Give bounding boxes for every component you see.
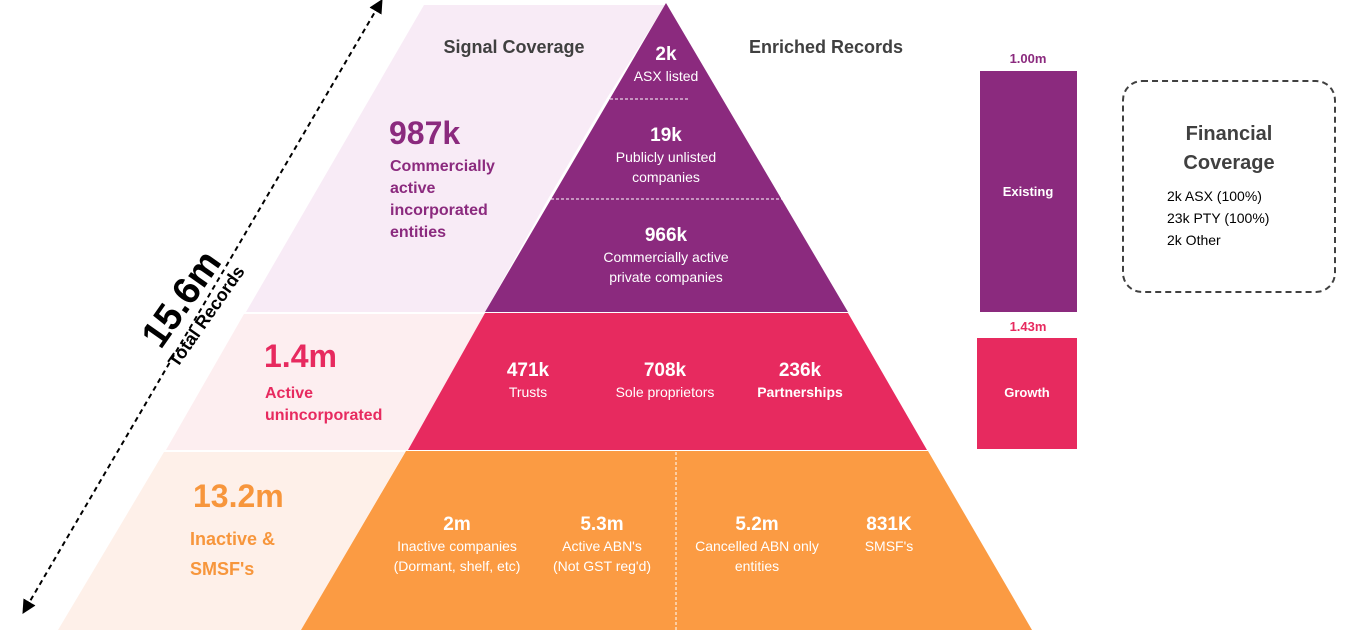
segment-active-abns: 5.3m Active ABN's (Not GST reg'd)	[552, 514, 652, 574]
inactive-total: 13.2m	[193, 478, 284, 514]
unincorporated-total: 1.4m	[264, 338, 337, 374]
tier-unincorporated	[408, 313, 927, 450]
header-signal-coverage: Signal Coverage	[443, 37, 585, 57]
tier-inactive	[301, 451, 1032, 630]
financial-coverage-title: Financial Coverage	[1183, 123, 1275, 174]
growth-bar-value: 1.43m	[1009, 319, 1047, 334]
segment-partnerships: 236k Partnerships	[757, 360, 843, 400]
financial-coverage-list: 2k ASX (100%) 23k PTY (100%) 2k Other	[1167, 185, 1269, 251]
segment-cancelled-abn: 5.2m Cancelled ABN only entities	[695, 514, 819, 574]
financial-coverage-item: 23k PTY (100%)	[1167, 210, 1270, 226]
segment-smsfs: 831K SMSF's	[864, 514, 914, 554]
growth-bar	[977, 338, 1077, 449]
existing-bar	[980, 71, 1077, 312]
segment-inactive-companies: 2m Inactive companies (Dormant, shelf, e…	[393, 514, 521, 574]
financial-coverage-box: Financial Coverage 2k ASX (100%) 23k PTY…	[1122, 80, 1336, 293]
financial-coverage-item: 2k ASX (100%)	[1167, 188, 1262, 204]
inactive-label: Inactive & SMSF's	[190, 529, 276, 579]
tier-incorporated	[485, 3, 848, 312]
segment-private-companies: 966k Commercially active private compani…	[603, 225, 729, 285]
segment-sole-proprietors: 708k Sole proprietors	[615, 360, 715, 400]
existing-bar-label: Existing	[1002, 184, 1054, 199]
growth-bar-label: Growth	[1004, 385, 1050, 400]
segment-publicly-unlisted: 19k Publicly unlisted companies	[615, 125, 717, 185]
unincorporated-label: Active unincorporated	[265, 385, 383, 424]
incorporated-total: 987k	[389, 115, 461, 151]
existing-bar-value: 1.00m	[1009, 51, 1047, 66]
segment-trusts: 471k Trusts	[506, 360, 550, 400]
financial-coverage-item: 2k Other	[1167, 232, 1221, 248]
segment-asx-listed: 2k ASX listed	[633, 44, 699, 84]
header-enriched-records: Enriched Records	[748, 37, 904, 57]
incorporated-label: Commercially active incorporated entitie…	[390, 158, 495, 241]
